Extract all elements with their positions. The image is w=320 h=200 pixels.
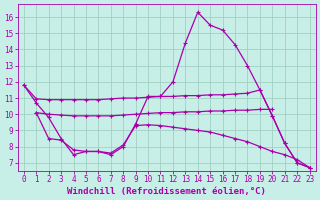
X-axis label: Windchill (Refroidissement éolien,°C): Windchill (Refroidissement éolien,°C)	[67, 187, 266, 196]
